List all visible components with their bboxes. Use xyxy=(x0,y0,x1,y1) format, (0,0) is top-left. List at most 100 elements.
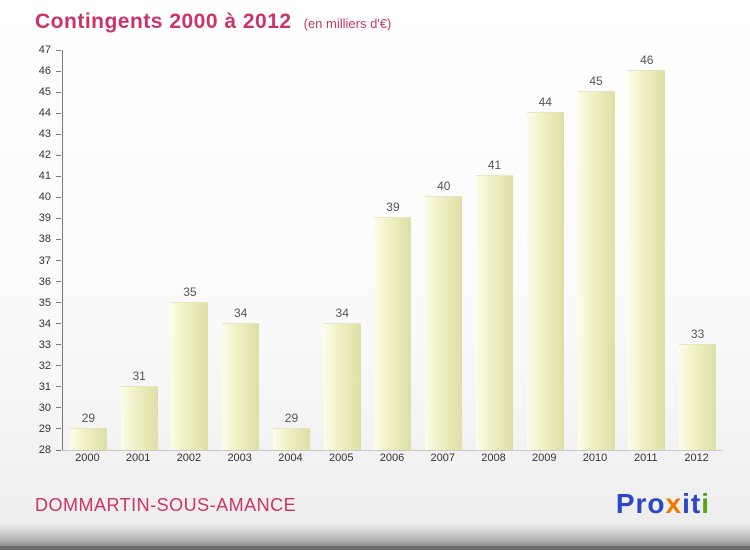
y-tick-mark xyxy=(56,407,61,409)
y-tick-mark xyxy=(56,449,61,451)
x-tick-label: 2009 xyxy=(532,452,557,464)
x-tick-label: 2001 xyxy=(125,452,151,464)
bar-slot: 34 xyxy=(317,50,368,450)
x-tick-label: 2000 xyxy=(75,452,100,464)
y-tick-label: 40 xyxy=(38,191,51,204)
bar-value-label: 46 xyxy=(640,53,654,68)
y-tick-mark xyxy=(56,196,61,198)
y-tick-label: 45 xyxy=(38,86,51,99)
x-tick-label: 2002 xyxy=(176,452,202,464)
logo-letter: t xyxy=(690,488,702,519)
y-tick-mark xyxy=(56,260,61,262)
y-tick-mark xyxy=(56,91,61,93)
y-tick-label: 29 xyxy=(38,422,51,435)
logo-letter: x xyxy=(665,488,683,519)
y-tick-mark xyxy=(56,154,61,156)
y-tick-mark xyxy=(56,386,61,388)
logo-letter: i xyxy=(701,488,710,519)
bar xyxy=(374,217,412,450)
y-tick-label: 37 xyxy=(38,254,51,267)
logo-letter: P xyxy=(615,488,636,519)
bar-slot: 34 xyxy=(215,50,266,450)
bar xyxy=(120,385,158,450)
y-tick-mark xyxy=(56,281,61,283)
bar-slot: 31 xyxy=(114,50,165,450)
y-tick-mark xyxy=(56,70,61,72)
x-tick-label: 2006 xyxy=(379,452,405,464)
bar xyxy=(323,322,361,450)
bar-value-label: 29 xyxy=(284,410,299,425)
bar xyxy=(476,175,513,450)
x-tick-label: 2008 xyxy=(481,452,506,464)
y-tick-mark xyxy=(56,175,61,177)
bar-slot: 33 xyxy=(672,50,723,450)
bar xyxy=(222,322,260,450)
chart-title: Contingents 2000 à 2012 xyxy=(35,10,292,33)
bar-value-label: 45 xyxy=(589,74,603,89)
bottom-band xyxy=(0,524,750,550)
y-axis: 28 29 30 31 32 33 34 35 36 37 38 39 40 41 42 43 44 45 46 47 xyxy=(0,44,62,456)
x-axis-labels: 2000 2001 2002 2003 2004 2005 2006 2007 2008 2009… xyxy=(62,452,722,470)
y-tick-label: 38 xyxy=(38,233,51,246)
bar-value-label: 41 xyxy=(487,158,502,173)
y-tick-label: 28 xyxy=(38,444,51,456)
x-tick-label: 2005 xyxy=(328,452,354,464)
y-tick-mark xyxy=(56,302,61,304)
bar-value-label: 44 xyxy=(538,95,552,110)
y-tick-label: 35 xyxy=(38,296,51,309)
y-tick-mark xyxy=(56,238,61,240)
y-tick-label: 39 xyxy=(38,212,51,225)
bar xyxy=(69,427,107,450)
bar-value-label: 34 xyxy=(234,305,248,320)
logo-letter: i xyxy=(682,488,691,519)
x-tick-label: 2007 xyxy=(430,452,455,464)
y-tick-label: 34 xyxy=(38,317,51,330)
x-tick-label: 2003 xyxy=(227,452,252,464)
y-tick-label: 32 xyxy=(38,359,51,372)
chart-header: Contingents 2000 à 2012 (en milliers d'€) xyxy=(35,10,391,34)
x-tick-label: 2011 xyxy=(633,452,658,464)
bar xyxy=(679,343,717,450)
bar-slot: 41 xyxy=(469,50,520,450)
bar-slot: 39 xyxy=(368,50,419,450)
y-tick-label: 33 xyxy=(38,338,51,351)
y-tick-label: 42 xyxy=(38,149,51,162)
y-tick-label: 41 xyxy=(38,170,51,183)
x-tick-label: 2004 xyxy=(278,452,303,464)
bar-slot: 44 xyxy=(520,50,571,450)
bar xyxy=(425,196,463,450)
x-tick-label: 2012 xyxy=(684,452,709,464)
plot-area: 29 31 35 34 29 34 39 40 41 44 45 46 33 xyxy=(62,50,723,451)
bar-slot: 29 xyxy=(266,50,317,450)
bar xyxy=(577,91,615,450)
chart-subtitle: (en milliers d'€) xyxy=(303,16,392,31)
bar xyxy=(526,112,564,450)
bar-slot: 35 xyxy=(165,50,216,450)
bar-value-label: 39 xyxy=(386,200,400,215)
bar-value-label: 35 xyxy=(183,284,197,299)
y-tick-label: 30 xyxy=(38,401,51,414)
proxiti-logo: Proxiti xyxy=(616,488,710,520)
bar xyxy=(171,301,209,450)
bar-value-label: 29 xyxy=(81,410,96,425)
y-tick-mark xyxy=(56,323,61,325)
bar-value-label: 40 xyxy=(437,179,451,194)
bar-value-label: 34 xyxy=(335,305,349,320)
y-tick-mark xyxy=(56,365,61,367)
bar-slot: 40 xyxy=(418,50,469,450)
bar-slot: 45 xyxy=(571,50,622,450)
location-label: DOMMARTIN-SOUS-AMANCE xyxy=(35,495,297,515)
y-tick-mark xyxy=(56,217,61,219)
bar-slot: 29 xyxy=(63,50,114,450)
x-tick-label: 2010 xyxy=(582,452,608,464)
y-tick-mark xyxy=(56,344,61,346)
bar-slot: 46 xyxy=(621,50,672,450)
logo-letter: r xyxy=(635,488,648,519)
bar-value-label: 33 xyxy=(690,326,705,341)
y-tick-label: 44 xyxy=(38,107,51,120)
y-tick-mark xyxy=(56,112,61,114)
logo-letter: o xyxy=(647,488,666,519)
y-tick-label: 36 xyxy=(38,275,51,288)
y-tick-mark xyxy=(56,428,61,430)
